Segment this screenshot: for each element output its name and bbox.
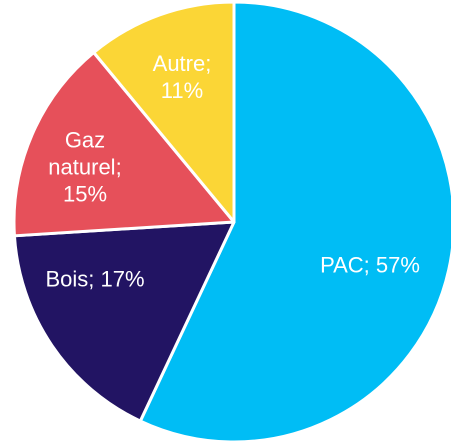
pie-slice [92,0,236,224]
data-label: Bois; 17% [45,266,145,292]
pie-slice [12,50,236,238]
data-label: Autre; 11% [152,51,212,103]
data-label: PAC; 57% [320,252,420,278]
pie-slice [138,0,451,444]
pie-slice [12,220,236,423]
data-label: Gaz naturel; 15% [48,127,122,207]
